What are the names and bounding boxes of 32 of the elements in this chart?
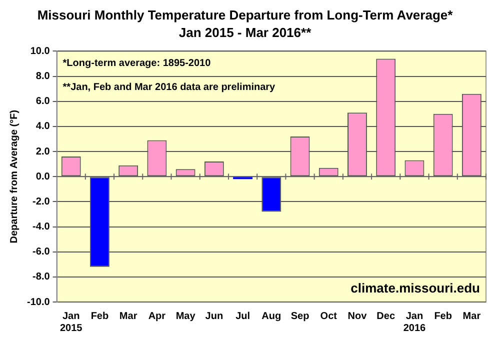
y-tick-label: -8.0	[32, 272, 50, 283]
x-tick-label: Mar	[462, 310, 481, 322]
y-tick-label: -2.0	[32, 196, 50, 208]
x-tick-label: Nov	[348, 310, 368, 322]
y-tick-label: 4.0	[36, 121, 50, 132]
x-tick-label: Aug	[262, 310, 282, 322]
x-tick-label: Jan 2016	[403, 310, 426, 334]
y-tick-label: -6.0	[32, 246, 50, 258]
y-tick-label: 10.0	[30, 46, 50, 57]
annotation: climate.missouri.edu	[350, 280, 480, 296]
x-tick-label: Feb	[90, 310, 109, 322]
x-tick-label: Jan 2015	[60, 310, 83, 334]
x-tick-label: Jul	[236, 310, 250, 322]
x-tick-label: Sep	[290, 310, 310, 322]
y-axis-title: Departure from Average (°F)	[8, 110, 20, 244]
annotation: **Jan, Feb and Mar 2016 data are preliminary	[62, 82, 276, 93]
y-tick-label: -4.0	[32, 222, 50, 233]
x-tick-label: Jun	[205, 310, 224, 322]
y-tick-label: 2.0	[36, 146, 50, 158]
x-tick-label: Mar	[119, 310, 138, 322]
x-tick-label: Dec	[376, 310, 396, 322]
x-tick-label: May	[176, 310, 196, 322]
x-tick-label: Feb	[434, 310, 452, 322]
y-tick-label: 8.0	[36, 71, 50, 82]
x-tick-label: Oct	[320, 310, 338, 322]
y-tick-label: 6.0	[36, 96, 50, 108]
chart-title: Missouri Monthly Temperature Departure from Long-Term Average*	[37, 7, 454, 22]
annotation: *Long-term average: 1895-2010	[62, 58, 212, 69]
x-tick-label: Apr	[148, 310, 166, 322]
y-tick-label: -10.0	[26, 296, 50, 308]
chart-subtitle: Jan 2015 - Mar 2016**	[178, 24, 312, 40]
y-tick-label: 0.0	[36, 171, 50, 182]
